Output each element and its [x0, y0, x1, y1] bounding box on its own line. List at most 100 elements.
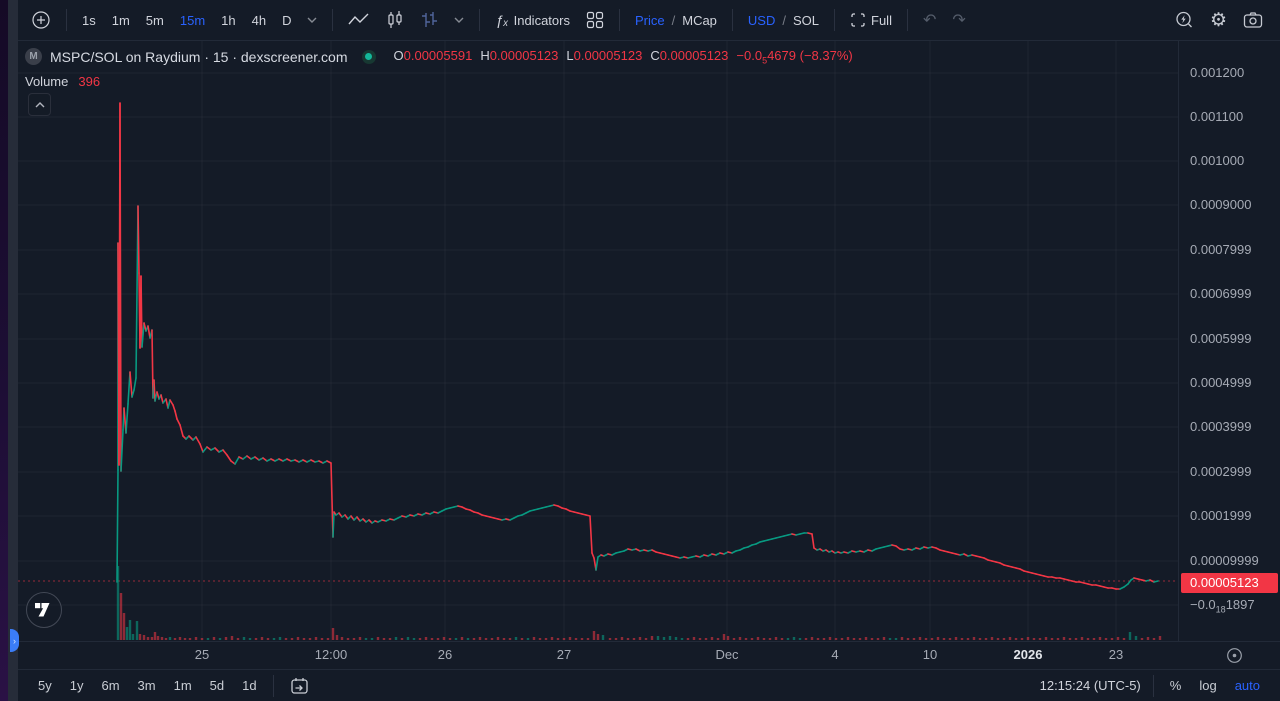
price-axis-label: 0.0004999 [1190, 375, 1252, 390]
clock-timezone[interactable]: 12:15:24 (UTC-5) [1039, 678, 1141, 693]
price-axis-label: 0.0005999 [1190, 331, 1252, 346]
fullscreen-button[interactable]: Full [843, 8, 899, 32]
divider [906, 9, 908, 31]
change-value: −0.054679 (−8.37%) [736, 48, 853, 66]
scales-reset-button[interactable] [1224, 645, 1244, 665]
price-axis-label: 0.0002999 [1190, 464, 1252, 479]
usd-sol-toggle[interactable]: USD / SOL [741, 9, 826, 32]
target-icon [1226, 647, 1243, 664]
divider [332, 9, 334, 31]
volume-label: Volume [25, 74, 69, 89]
gear-icon: ⚙ [1209, 9, 1227, 31]
time-axis-label: 10 [922, 647, 938, 662]
time-axis-label: Dec [715, 647, 739, 662]
symbol-title[interactable]: MSPC/SOL on Raydium · 15 · dexscreener.c… [50, 48, 348, 65]
time-axis[interactable] [18, 641, 1280, 669]
range-5d[interactable]: 5d [202, 675, 232, 696]
range-1m[interactable]: 1m [166, 675, 200, 696]
open-label: O [393, 48, 404, 63]
chevron-up-icon [35, 101, 45, 108]
price-axis-label: 0.0001999 [1190, 508, 1252, 523]
time-axis-label: 26 [437, 647, 453, 662]
line-chart-icon [348, 13, 370, 27]
divider [479, 9, 481, 31]
divider [66, 9, 67, 31]
interval-1s[interactable]: 1s [75, 9, 103, 32]
price-mcap-toggle[interactable]: Price / MCap [628, 9, 724, 32]
interval-1d[interactable]: D [275, 9, 298, 32]
price-axis-label: 0.001100 [1190, 109, 1244, 124]
price-axis-label: 0.001000 [1190, 153, 1245, 168]
market-status-dot [361, 49, 376, 64]
chart-pane[interactable] [18, 41, 1178, 641]
range-1d[interactable]: 1d [234, 675, 264, 696]
percent-scale-button[interactable]: % [1162, 675, 1190, 696]
volume-legend: Volume 396 [25, 74, 100, 89]
add-symbol-button[interactable] [24, 6, 58, 34]
fullscreen-icon [850, 12, 866, 28]
style-menu-button[interactable] [447, 13, 471, 27]
range-6m[interactable]: 6m [93, 675, 127, 696]
auto-scale-button[interactable]: auto [1227, 675, 1268, 696]
layout-grid-icon [586, 11, 604, 29]
bars-style-button[interactable] [413, 7, 445, 33]
undo-button[interactable]: ↶ [916, 6, 943, 34]
low-value: 0.00005123 [573, 48, 643, 63]
close-value: 0.00005123 [659, 48, 729, 63]
divider [834, 9, 836, 31]
interval-1h[interactable]: 1h [214, 9, 242, 32]
fullscreen-label: Full [871, 12, 892, 28]
range-1y[interactable]: 1y [62, 675, 92, 696]
fx-icon: ƒₓ [495, 12, 509, 28]
calendar-goto-icon [290, 677, 309, 695]
goto-date-button[interactable] [282, 674, 317, 698]
price-axis[interactable] [1178, 41, 1280, 641]
volume-value: 396 [78, 74, 101, 89]
range-5y[interactable]: 5y [30, 675, 60, 696]
last-price-tag: 0.00005123 [1181, 573, 1278, 593]
settings-button[interactable]: ⚙ [1203, 7, 1234, 34]
usd-toggle-label[interactable]: USD [747, 12, 776, 28]
slash-separator: / [671, 12, 676, 28]
left-gutter [8, 0, 18, 701]
interval-15m-active[interactable]: 15m [173, 9, 212, 32]
interval-1m[interactable]: 1m [105, 9, 137, 32]
zero-price-label: −0.0181897 [1190, 597, 1255, 615]
price-toggle-label[interactable]: Price [634, 12, 665, 28]
price-chart[interactable] [18, 41, 1178, 641]
low-label: L [566, 48, 574, 63]
open-value: 0.00005591 [403, 48, 473, 63]
ohlc-values: O0.00005591 H0.00005123 L0.00005123 C0.0… [394, 48, 853, 66]
bars-style-icon [420, 11, 438, 29]
interval-5m[interactable]: 5m [139, 9, 171, 32]
redo-button[interactable]: ↷ [945, 6, 972, 34]
line-style-button[interactable] [341, 9, 377, 31]
chevron-down-icon [307, 17, 317, 23]
screenshot-button[interactable] [1236, 7, 1270, 33]
tradingview-logo[interactable] [26, 592, 62, 628]
log-scale-button[interactable]: log [1191, 675, 1224, 696]
layout-button[interactable] [579, 7, 611, 33]
candlestick-icon [386, 11, 404, 29]
chart-legend: M MSPC/SOL on Raydium · 15 · dexscreener… [25, 48, 853, 66]
interval-menu-button[interactable] [300, 13, 324, 27]
page-background-strip [0, 0, 8, 701]
quick-trade-button[interactable] [1167, 6, 1201, 34]
interval-4h[interactable]: 4h [245, 9, 273, 32]
indicators-button[interactable]: ƒₓ Indicators [488, 8, 577, 32]
time-axis-label: 2026 [1013, 647, 1043, 662]
sidebar-expand-handle[interactable]: › [10, 629, 19, 652]
candles-style-button[interactable] [379, 7, 411, 33]
range-3m[interactable]: 3m [130, 675, 164, 696]
chevron-down-icon [454, 17, 464, 23]
undo-icon: ↶ [922, 12, 937, 29]
sol-toggle-label[interactable]: SOL [793, 12, 820, 28]
divider [618, 9, 620, 31]
pane-collapse-button[interactable] [28, 93, 51, 116]
top-toolbar: 1s 1m 5m 15m 1h 4h D [18, 0, 1280, 41]
divider [1152, 674, 1154, 697]
mcap-toggle-label[interactable]: MCap [682, 12, 717, 28]
high-value: 0.00005123 [489, 48, 559, 63]
divider [731, 9, 733, 31]
